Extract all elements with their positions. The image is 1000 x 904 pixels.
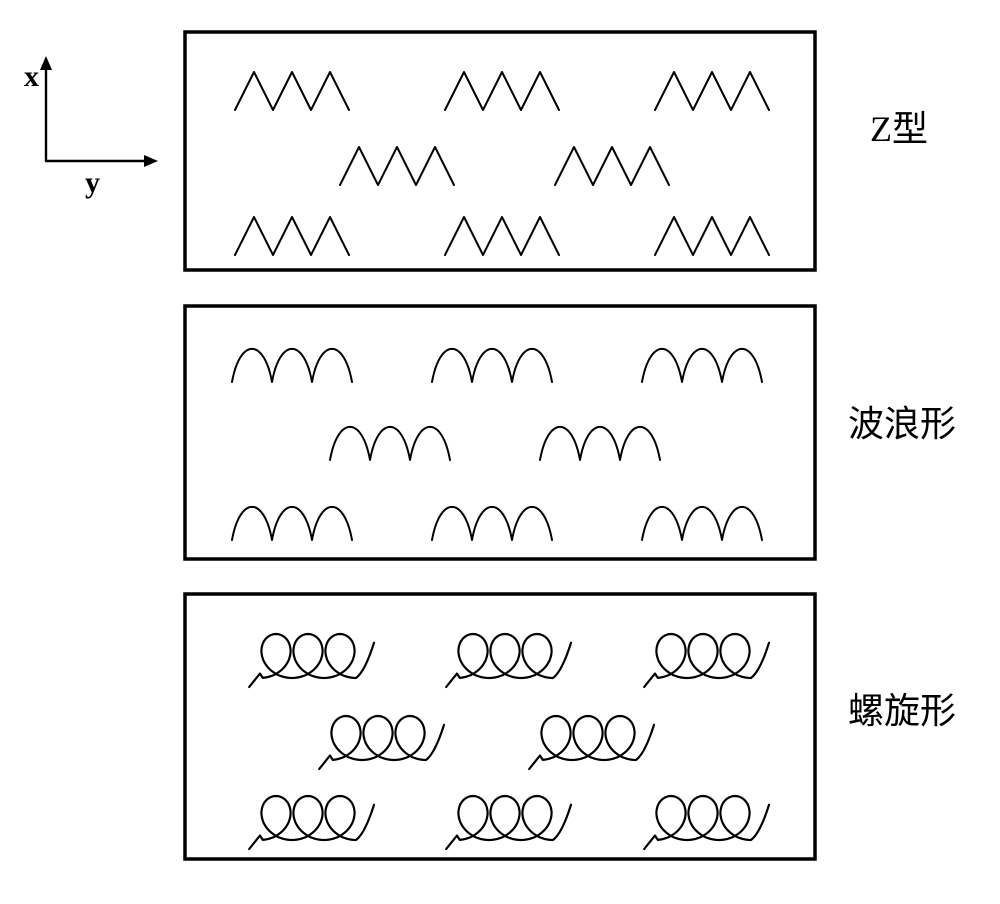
spiral-glyph [644,634,769,687]
panel-label-z: Z型 [870,100,928,152]
wave-glyph [232,507,352,540]
spiral-glyph [529,716,654,769]
spiral-glyph [249,796,374,849]
axis-y-label: y [85,166,100,200]
panel-label-spiral: 螺旋形 [848,682,956,734]
wave-glyph [642,507,762,540]
panel-z-type [185,32,815,270]
wave-glyph [642,349,762,382]
panel-wave-type [185,306,815,559]
diagram-canvas [0,0,1000,904]
zigzag-glyph [555,147,669,185]
wave-glyph [432,507,552,540]
zigzag-glyph [340,147,454,185]
spiral-glyph [319,716,444,769]
zigzag-glyph [655,217,769,255]
zigzag-glyph [235,217,349,255]
zigzag-glyph [655,72,769,110]
wave-glyph [432,349,552,382]
spiral-glyph [644,796,769,849]
zigzag-glyph [445,217,559,255]
zigzag-glyph [445,72,559,110]
spiral-glyph [446,634,571,687]
spiral-glyph [249,634,374,687]
wave-glyph [540,427,660,460]
wave-glyph [232,349,352,382]
axis-x-label: x [24,60,39,94]
spiral-glyph [446,796,571,849]
panel-spiral-type [185,594,815,859]
panel-label-wave: 波浪形 [848,395,956,447]
wave-glyph [330,427,450,460]
zigzag-glyph [235,72,349,110]
